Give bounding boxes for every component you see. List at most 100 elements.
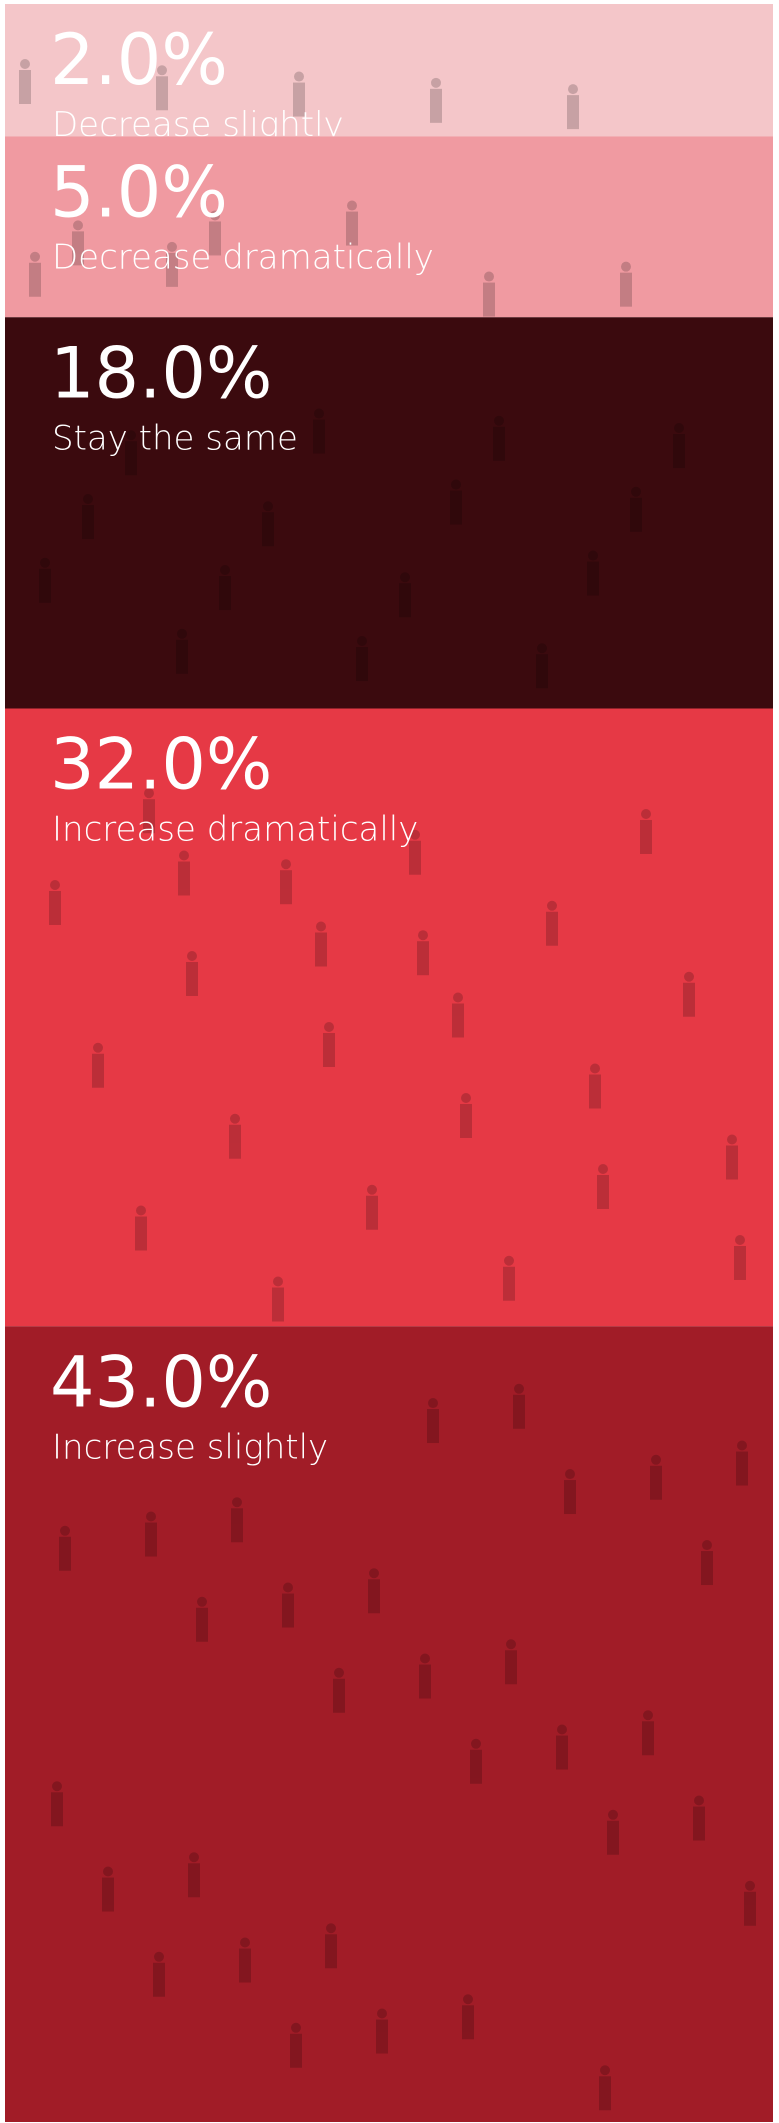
figure-body — [178, 862, 190, 896]
figure-head — [291, 2023, 301, 2033]
figure-body — [589, 1075, 601, 1109]
figure-head — [737, 1441, 747, 1451]
crowd-figure — [290, 2023, 302, 2068]
crowd-figure — [323, 1022, 335, 1067]
figure-head — [179, 851, 189, 861]
figure-body — [513, 1395, 525, 1429]
figure-head — [431, 78, 441, 88]
figure-head — [451, 480, 461, 490]
figure-head — [598, 1164, 608, 1174]
figure-body — [736, 1452, 748, 1486]
category-label: Increase slightly — [52, 1427, 328, 1467]
figure-body — [564, 1480, 576, 1514]
figure-body — [462, 2005, 474, 2039]
figure-body — [153, 1963, 165, 1997]
figure-body — [229, 1125, 241, 1159]
figure-body — [135, 1217, 147, 1251]
figure-head — [316, 922, 326, 932]
figure-head — [641, 809, 651, 819]
crowd-figure — [82, 494, 94, 539]
figure-head — [177, 629, 187, 639]
figure-head — [590, 1064, 600, 1074]
figure-body — [450, 491, 462, 525]
figure-head — [514, 1384, 524, 1394]
figure-head — [40, 558, 50, 568]
figure-body — [102, 1878, 114, 1912]
crowd-figure — [219, 565, 231, 610]
figure-head — [702, 1540, 712, 1550]
figure-body — [640, 820, 652, 854]
crowd-figure — [92, 1043, 104, 1088]
figure-body — [49, 891, 61, 925]
figure-body — [188, 1863, 200, 1897]
figure-head — [314, 409, 324, 419]
crowd-figure — [536, 643, 548, 688]
crowd-figure — [736, 1441, 748, 1486]
figure-body — [419, 1665, 431, 1699]
figure-head — [674, 423, 684, 433]
figure-body — [290, 2034, 302, 2068]
crowd-figure — [49, 880, 61, 925]
crowd-figure — [505, 1639, 517, 1684]
crowd-figure — [39, 558, 51, 603]
figure-head — [494, 416, 504, 426]
figure-body — [51, 1792, 63, 1826]
figure-body — [630, 498, 642, 532]
figure-head — [565, 1469, 575, 1479]
crowd-figure — [567, 84, 579, 129]
figure-head — [20, 59, 30, 69]
value-label: 43.0% — [50, 1341, 272, 1423]
crowd-figure — [607, 1810, 619, 1855]
crowd-figure — [597, 1164, 609, 1209]
figure-head — [600, 2065, 610, 2075]
figure-body — [325, 1934, 337, 1968]
crowd-figure — [462, 1994, 474, 2039]
crowd-figure — [556, 1725, 568, 1770]
figure-body — [452, 1004, 464, 1038]
figure-body — [272, 1288, 284, 1322]
crowd-figure — [620, 262, 632, 307]
figure-head — [727, 1135, 737, 1145]
crowd-figure — [650, 1455, 662, 1500]
figure-body — [505, 1650, 517, 1684]
figure-body — [282, 1594, 294, 1628]
figure-head — [694, 1796, 704, 1806]
figure-body — [483, 283, 495, 317]
figure-body — [683, 983, 695, 1017]
figure-body — [546, 912, 558, 946]
crowd-figure — [427, 1398, 439, 1443]
crowd-figure — [450, 480, 462, 525]
value-label: 5.0% — [50, 151, 228, 233]
figure-head — [557, 1725, 567, 1735]
figure-head — [136, 1206, 146, 1216]
figure-body — [701, 1551, 713, 1585]
figure-body — [607, 1821, 619, 1855]
figure-head — [347, 201, 357, 211]
crowd-figure — [282, 1583, 294, 1628]
crowd-figure — [229, 1114, 241, 1159]
crowd-figure — [333, 1668, 345, 1713]
figure-head — [568, 84, 578, 94]
figure-head — [154, 1952, 164, 1962]
crowd-figure — [417, 930, 429, 975]
crowd-figure — [483, 272, 495, 317]
figure-body — [726, 1146, 738, 1180]
crowd-figure — [726, 1135, 738, 1180]
crowd-figure — [29, 252, 41, 297]
crowd-figure — [546, 901, 558, 946]
figure-body — [59, 1537, 71, 1571]
crowd-figure — [734, 1235, 746, 1280]
crowd-figure — [493, 416, 505, 461]
figure-body — [673, 434, 685, 468]
figure-body — [92, 1054, 104, 1088]
figure-body — [368, 1579, 380, 1613]
crowd-figure — [188, 1852, 200, 1897]
crowd-figure — [176, 629, 188, 674]
figure-body — [460, 1104, 472, 1138]
figure-head — [52, 1781, 62, 1791]
category-label: Stay the same — [52, 418, 298, 458]
figure-head — [643, 1710, 653, 1720]
figure-head — [651, 1455, 661, 1465]
figure-head — [745, 1881, 755, 1891]
crowd-figure — [313, 409, 325, 454]
